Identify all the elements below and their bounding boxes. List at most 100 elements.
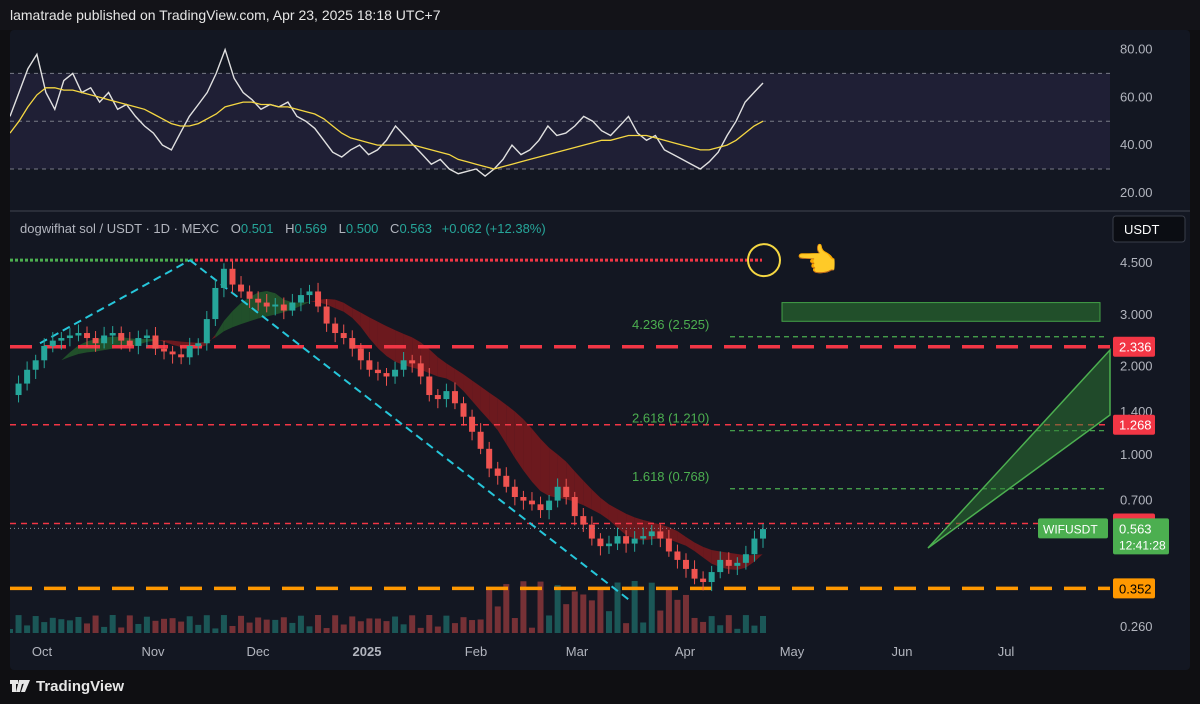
candle-body [297,295,304,303]
ma-ribbon-segment [472,380,481,411]
volume-bar [15,615,22,633]
ma-ribbon-segment [574,471,584,506]
ma-ribbon-segment [360,312,370,339]
x-axis-tick: Dec [246,644,270,659]
badge-0-352-bg [1113,578,1155,599]
badge-0-352: 0.352 [1119,581,1152,596]
candle-body [426,376,433,396]
volume-bar [571,591,578,633]
footer-bar: TradingView [0,670,1200,704]
candle-body [383,373,390,377]
volume-bar [400,624,407,633]
candle-body [24,369,31,384]
volume-bar [58,619,65,633]
high-key: H [285,221,295,236]
candle-body [717,559,724,573]
ma-ribbon-segment [343,302,353,318]
volume-bar [315,615,322,633]
x-axis-tick: Mar [566,644,589,659]
candle-body [323,306,330,324]
candle-body [597,538,604,547]
candle-body [75,333,82,336]
candle-body [263,302,270,307]
volume-bar [24,625,31,633]
ma-ribbon-segment [608,504,618,528]
volume-bar [263,619,270,633]
high-value: 0.569 [294,221,328,236]
volume-bar [272,619,279,633]
ohlc-legend: dogwifhat sol / USDT · 1D · MEXC O0.501 … [20,221,546,236]
rsi-ma-line [10,87,764,170]
ma-ribbon-segment [514,411,524,471]
volume-bar [580,594,587,633]
volume-bar [92,615,99,633]
fib-label: 2.618 (1.210) [632,411,709,426]
rsi-band [10,73,1110,169]
volume-bar [682,594,689,633]
ma-ribbon-segment [326,298,336,309]
tradingview-brand: TradingView [36,678,125,695]
volume-bar [220,615,227,633]
volume-bar [203,615,210,633]
currency-box [1112,215,1186,243]
candle-body [528,500,535,505]
volume-bar [75,616,82,633]
volume-bar [614,582,621,633]
currency-label: USDT [1124,222,1159,237]
candle-body [657,531,664,539]
volume-bar [135,623,142,633]
volume-bar [109,615,116,633]
cyan-trend-down [189,259,631,602]
candle-body [460,403,467,417]
ma-ribbon-segment [549,447,558,498]
volume-bar [503,584,510,633]
candle-body [537,504,544,511]
volume-bar [563,604,570,633]
low-key: L [338,221,346,236]
candle-body [32,360,39,370]
candle-body [238,284,245,292]
ma-ribbon-segment [44,364,53,370]
symbol-title[interactable]: dogwifhat sol / USDT · 1D · MEXC [20,221,220,236]
volume-bar [289,622,296,633]
volume-bar [238,615,245,633]
price-panel[interactable]: 4.236 (2.525) 2.618 (1.210) 1.618 (0.768) 👈 [10,242,1111,633]
price-badges: 2.3361.2680.5850.352WIFUSDT0.56312:41:28… [1038,215,1186,599]
ma-ribbon-segment [463,374,473,401]
volume-bar [186,616,193,633]
candle-body [349,338,356,349]
ma-ribbon-segment [694,542,704,558]
candle-body [143,335,150,339]
chart-canvas[interactable]: 4.236 (2.525) 2.618 (1.210) 1.618 (0.768) 👈… [10,30,1190,670]
chart-frame[interactable]: 4.236 (2.525) 2.618 (1.210) 1.618 (0.768) 👈… [10,30,1190,670]
volume-bar [708,616,715,633]
candle-body [15,383,22,396]
symbol-badge-bg [1038,518,1108,539]
ma-ribbon-segment [446,363,455,384]
rsi-y-tick: 40.00 [1120,137,1153,152]
volume-bar [665,587,672,633]
publisher-line: lamatrade published on TradingView.com, … [10,7,441,23]
candle-body [674,551,681,560]
ma-ribbon-segment [540,438,550,496]
x-axis-tick: Apr [675,644,696,659]
fib-label: 4.236 (2.525) [632,317,709,332]
volume-bar [760,615,766,633]
badge-2-336-bg [1113,336,1155,357]
candle-body [665,538,672,552]
price-y-tick: 3.000 [1120,307,1153,322]
volume-bar [383,621,390,633]
candle-body [118,333,125,341]
candle-body [614,536,621,544]
change-value: +0.062 (+12.38%) [441,221,546,236]
volume-bar [212,628,219,633]
ma-ribbon-segment [266,290,276,317]
candle-body [571,497,578,517]
rsi-panel[interactable] [10,47,1110,177]
volume-bar [742,615,749,633]
ma-ribbon-segment [223,311,233,332]
volume-bar [417,627,424,633]
candle-body [631,538,638,544]
volume-bar [469,620,476,633]
tradingview-logo[interactable]: TradingView [10,678,124,695]
